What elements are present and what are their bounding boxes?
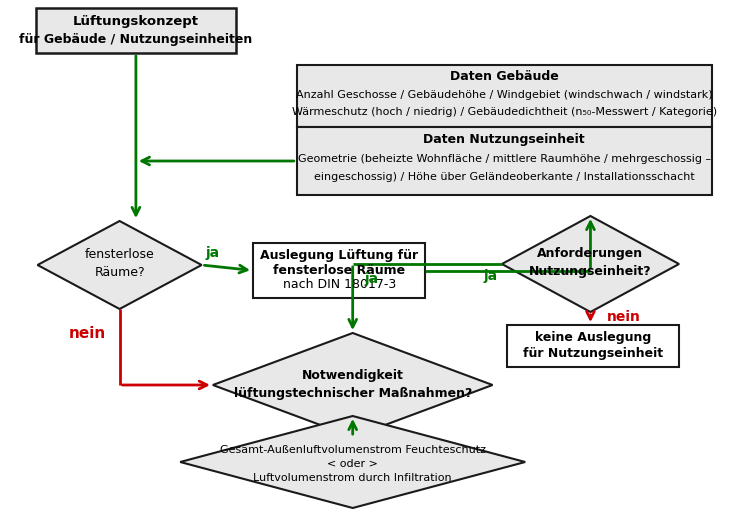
Text: Auslegung Lüftung für: Auslegung Lüftung für bbox=[260, 249, 418, 263]
Text: Notwendigkeit: Notwendigkeit bbox=[302, 368, 403, 382]
Bar bbox=[297, 65, 712, 127]
Polygon shape bbox=[38, 221, 201, 309]
Text: Lüftungskonzept: Lüftungskonzept bbox=[73, 15, 199, 29]
Text: fensterlose: fensterlose bbox=[84, 248, 155, 262]
Text: ja: ja bbox=[364, 272, 379, 286]
Text: ja: ja bbox=[483, 269, 498, 283]
Bar bbox=[297, 127, 712, 195]
Text: Gesamt-Außenluftvolumenstrom Feuchteschutz: Gesamt-Außenluftvolumenstrom Feuchteschu… bbox=[219, 445, 486, 455]
Text: nein: nein bbox=[69, 326, 106, 342]
Bar bbox=[253, 243, 425, 298]
Text: Anforderungen: Anforderungen bbox=[538, 247, 643, 261]
Bar bbox=[507, 325, 679, 367]
Text: Luftvolumenstrom durch Infiltration: Luftvolumenstrom durch Infiltration bbox=[253, 473, 452, 483]
Text: nein: nein bbox=[607, 310, 641, 324]
Text: eingeschossig) / Höhe über Geländeoberkante / Installationsschacht: eingeschossig) / Höhe über Geländeoberka… bbox=[314, 172, 694, 182]
Text: Daten Gebäude: Daten Gebäude bbox=[450, 70, 559, 84]
Text: lüftungstechnischer Maßnahmen?: lüftungstechnischer Maßnahmen? bbox=[234, 386, 472, 400]
Polygon shape bbox=[502, 216, 679, 312]
Text: Daten Nutzungseinheit: Daten Nutzungseinheit bbox=[424, 133, 585, 147]
Polygon shape bbox=[213, 333, 492, 437]
Polygon shape bbox=[180, 416, 526, 508]
Text: Anzahl Geschosse / Gebäudehöhe / Windgebiet (windschwach / windstark): Anzahl Geschosse / Gebäudehöhe / Windgeb… bbox=[296, 90, 713, 100]
Text: Wärmeschutz (hoch / niedrig) / Gebäudedichtheit (n₅₀-Messwert / Kategorie): Wärmeschutz (hoch / niedrig) / Gebäudedi… bbox=[292, 107, 717, 117]
Text: Geometrie (beheizte Wohnfläche / mittlere Raumhöhe / mehrgeschossig –: Geometrie (beheizte Wohnfläche / mittler… bbox=[298, 154, 711, 164]
Text: < oder >: < oder > bbox=[327, 459, 378, 469]
Bar bbox=[35, 8, 236, 53]
Text: fensterlose Räume: fensterlose Räume bbox=[273, 264, 405, 277]
Text: für Nutzungseinheit: für Nutzungseinheit bbox=[523, 346, 663, 360]
Text: Räume?: Räume? bbox=[94, 266, 145, 280]
Text: Nutzungseinheit?: Nutzungseinheit? bbox=[529, 266, 651, 279]
Text: keine Auslegung: keine Auslegung bbox=[535, 331, 651, 345]
Text: für Gebäude / Nutzungseinheiten: für Gebäude / Nutzungseinheiten bbox=[20, 33, 253, 47]
Text: ja: ja bbox=[206, 246, 220, 260]
Text: nach DIN 18017-3: nach DIN 18017-3 bbox=[283, 278, 396, 290]
